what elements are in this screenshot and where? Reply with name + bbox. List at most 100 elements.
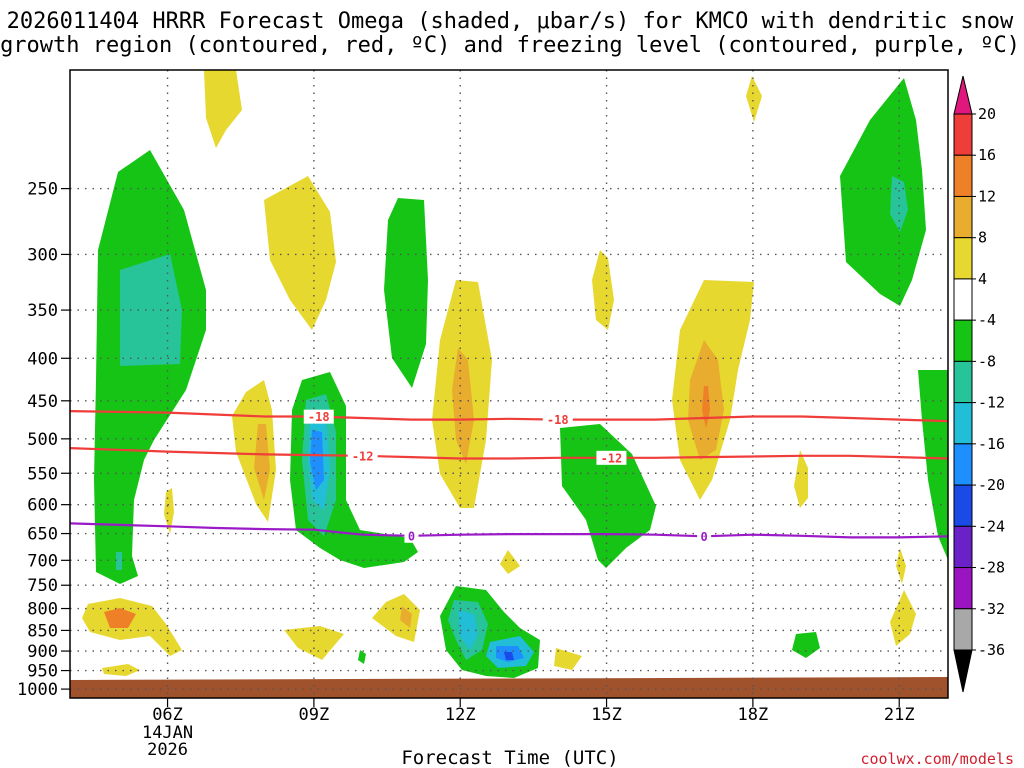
y-tick-label: 350	[27, 301, 58, 321]
y-tick-label: 550	[27, 464, 58, 484]
y-tick-label: 900	[27, 642, 58, 662]
minus12-isotherm-label: -12	[352, 449, 374, 463]
omega-region-asc-0500-core	[120, 254, 182, 366]
x-tick-sublabel: 2026	[147, 740, 188, 760]
omega-region-sub-0500-core	[104, 608, 136, 628]
chart-title-line-2: growth region (contoured, red, ºC) and f…	[0, 33, 1020, 58]
omega-region-sub-0830-upper	[264, 176, 336, 330]
x-tick-label: 06Z	[152, 705, 183, 725]
minus18-isotherm-label-bg	[303, 409, 334, 424]
omega-region-sub-1300-low	[500, 550, 520, 574]
minus12-isotherm-label-bg	[347, 448, 378, 463]
omega-region-asc-1300-low-max	[504, 652, 514, 660]
x-tick-label: 09Z	[299, 705, 330, 725]
y-axis: 2503003504004505005506006507007508008509…	[17, 180, 70, 700]
y-tick-label: 650	[27, 525, 58, 545]
colorbar-band--20--16	[953, 443, 973, 486]
omega-region-asc-1000-upper	[384, 198, 428, 388]
colorbar-band--8--4	[953, 319, 973, 362]
freezing-level-label-bg	[404, 528, 419, 543]
omega-region-sub-0330-top	[204, 70, 242, 148]
omega-region-asc-1000-dot	[358, 650, 366, 664]
colorbar-band--4-4	[953, 278, 973, 321]
x-tick-label: 15Z	[591, 705, 622, 725]
omega-region-sub-0500-ground	[102, 664, 140, 676]
omega-region-sub-2100-low2	[890, 590, 916, 646]
omega-region-asc-2200-edge	[918, 370, 948, 560]
colorbar-band--36--32	[953, 608, 973, 651]
y-tick-label: 800	[27, 600, 58, 620]
omega-region-asc-2100-core	[890, 176, 908, 232]
plot-area: -18 -18 -12 -12 0 0	[69, 69, 949, 699]
colorbar-band-16-20	[953, 113, 973, 156]
minus12-isotherm-label-bg	[596, 450, 627, 465]
plot-background	[70, 70, 948, 698]
chart-title-line-1: 2026011404 HRRR Forecast Omega (shaded, …	[7, 9, 1014, 34]
colorbar-tick-label: 4	[978, 270, 987, 288]
x-tick-label: 18Z	[738, 705, 769, 725]
freezing-level-label: 0	[700, 530, 707, 544]
omega-region-sub-1500-upper	[592, 250, 614, 330]
minus12-isotherm-label: -12	[601, 451, 623, 465]
colorbar-bottom-extension	[953, 649, 973, 693]
colorbar-tick-label: -28	[978, 559, 1005, 577]
minus18-isotherm-label-bg	[542, 412, 573, 427]
omega-region-sub-1400-low	[554, 648, 582, 670]
y-tick-label: 600	[27, 496, 58, 516]
colorbar-tick-label: -16	[978, 435, 1005, 453]
colorbar-band--12--8	[953, 360, 973, 404]
colorbar-tick-label: -24	[978, 517, 1005, 535]
omega-region-sub-1100-core	[400, 606, 412, 628]
colorbar-tick-label: 12	[978, 187, 996, 205]
omega-region-asc-2100-upper	[840, 78, 926, 306]
omega-region-sub-0930-low	[284, 626, 344, 660]
omega-region-sub-1200-core	[452, 348, 474, 464]
x-tick-label: 21Z	[884, 705, 915, 725]
y-tick-label: 450	[27, 392, 58, 412]
colorbar-band--16--12	[953, 402, 973, 445]
colorbar-band--28--24	[953, 525, 973, 569]
colorbar-band-12-16	[953, 154, 973, 197]
omega-region-sub-2100-low1	[896, 548, 906, 584]
colorbar-tick-label: 20	[978, 105, 996, 123]
y-tick-label: 1000	[17, 680, 58, 700]
freezing-level-label-bg	[697, 529, 712, 544]
colorbar-tick-label: 8	[978, 229, 987, 247]
y-tick-label: 850	[27, 621, 58, 641]
x-tick-label: 12Z	[445, 705, 476, 725]
x-tick-sublabel: 14JAN	[142, 723, 193, 743]
colorbar-band--24--20	[953, 484, 973, 527]
y-tick-label: 300	[27, 245, 58, 265]
colorbar-tick-label: -12	[978, 394, 1005, 412]
temperature-contours: -18 -18 -12 -12 0 0	[69, 409, 949, 544]
omega-region-sub-0600-small	[164, 488, 174, 534]
omega-region-sub-1900-mid	[794, 450, 808, 508]
y-tick-label: 400	[27, 349, 58, 369]
omega-region-asc-0500-column	[94, 150, 206, 584]
y-tick-label: 500	[27, 430, 58, 450]
colorbar-band--32--28	[953, 567, 973, 610]
source-credit: coolwx.com/models	[860, 750, 1014, 768]
minus18-isotherm-label: -18	[308, 410, 330, 424]
colorbar: 20 16 12 8 4 -4 -8 -12 -16 -20 -24 -28 -32 -36	[953, 75, 1005, 693]
ground-surface	[70, 677, 948, 698]
omega-region-asc-0500-low	[116, 552, 122, 570]
colorbar-top-extension	[953, 75, 973, 115]
minus18-isotherm-label: -18	[547, 413, 569, 427]
colorbar-tick-label: -36	[978, 641, 1005, 659]
colorbar-tick-label: 16	[978, 146, 996, 164]
plot-frame	[69, 69, 949, 699]
x-axis-label: Forecast Time (UTC)	[401, 747, 618, 768]
colorbar-tick-label: -4	[978, 311, 996, 329]
y-tick-label: 700	[27, 551, 58, 571]
colorbar-band-4-8	[953, 237, 973, 280]
freezing-level-line	[69, 522, 949, 539]
y-tick-label: 950	[27, 662, 58, 682]
colorbar-tick-label: -20	[978, 476, 1005, 494]
colorbar-tick-label: -8	[978, 352, 996, 370]
colorbar-tick-label: -32	[978, 600, 1005, 618]
omega-region-asc-1500-mid	[560, 424, 656, 568]
omega-shading	[82, 70, 948, 678]
freezing-level-label: 0	[408, 529, 415, 543]
